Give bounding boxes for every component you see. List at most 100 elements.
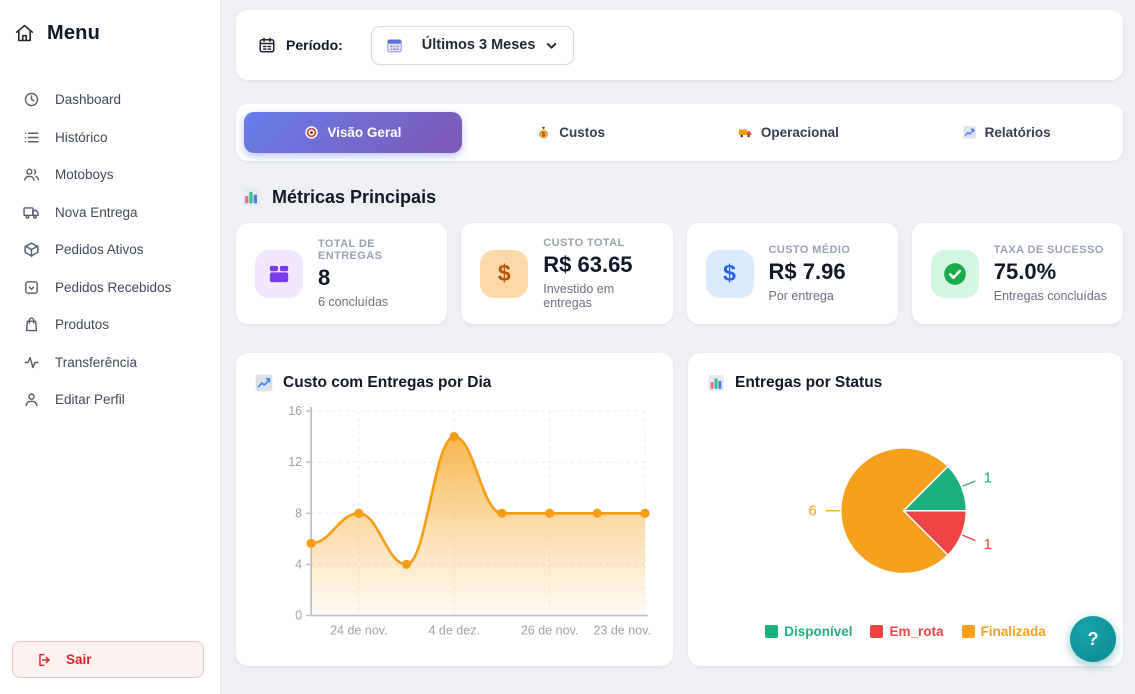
sidebar-item-transferencia[interactable]: Transferência (0, 344, 220, 382)
delivery-truck-icon (738, 125, 753, 140)
svg-text:6: 6 (808, 503, 816, 520)
truck-icon (23, 204, 40, 221)
sidebar-item-label: Pedidos Recebidos (55, 279, 172, 295)
user-icon (23, 391, 40, 408)
logout-button[interactable]: Sair (12, 641, 204, 678)
metric-label: TAXA DE SUCESSO (993, 243, 1104, 256)
metric-card-total-entregas: TOTAL DE ENTREGAS 8 6 concluídas (236, 223, 448, 324)
metrics-header: Métricas Principais (240, 184, 1123, 210)
sidebar: Menu Dashboard Histórico Motoboys Nova E… (0, 0, 221, 694)
logout-label: Sair (66, 652, 92, 667)
svg-text:23 de nov.: 23 de nov. (593, 624, 651, 638)
svg-text:1: 1 (984, 469, 992, 486)
menu-title: Menu (47, 22, 101, 44)
metric-subtitle: Investido em entregas (543, 282, 615, 311)
shopping-bag-icon (23, 316, 40, 333)
legend-item-finalizada[interactable]: Finalizada (961, 624, 1046, 640)
main-content: Período: Últimos 3 Meses Visão Geral $ C… (221, 0, 1135, 694)
legend-item-disponivel[interactable]: Disponível (765, 624, 852, 639)
money-bag-icon: $ (536, 125, 551, 140)
tab-relatorios[interactable]: Relatórios (897, 112, 1115, 153)
sidebar-item-motoboys[interactable]: Motoboys (0, 156, 220, 194)
period-selected-value: Últimos 3 Meses (421, 37, 536, 53)
svg-text:$: $ (542, 132, 546, 139)
chart-up-icon (254, 373, 274, 393)
metric-subtitle: Entregas concluídas (993, 289, 1108, 304)
section-title: Métricas Principais (272, 186, 437, 207)
pie-chart-card: Entregas por Status 1 1 6 Disponível Em_ro… (688, 353, 1123, 666)
chart-up-icon (962, 125, 977, 140)
line-chart-title: Custo com Entregas por Dia (254, 371, 655, 395)
metric-value: R$ 7.96 (768, 258, 846, 284)
period-select[interactable]: Últimos 3 Meses (370, 25, 575, 65)
tab-custos[interactable]: $ Custos (462, 112, 680, 153)
line-chart[interactable]: 0 4 8 12 16 24 de nov. 4 de dez. 26 de nov. 23 d… (254, 399, 655, 652)
inbox-icon (23, 279, 40, 296)
tab-operacional[interactable]: Operacional (680, 112, 898, 153)
sidebar-item-pedidos-ativos[interactable]: Pedidos Ativos (0, 231, 220, 269)
dollar-icon: $ (705, 249, 754, 298)
metric-cards: TOTAL DE ENTREGAS 8 6 concluídas $ CUSTO… (236, 223, 1123, 324)
home-icon (14, 23, 35, 44)
metric-card-taxa-sucesso: TAXA DE SUCESSO 75.0% Entregas concluída… (911, 223, 1123, 324)
clock-icon (23, 91, 40, 108)
svg-text:0: 0 (295, 609, 302, 623)
metric-label: CUSTO TOTAL (543, 236, 625, 249)
svg-text:4 de dez.: 4 de dez. (428, 624, 480, 638)
metric-value: R$ 63.65 (543, 251, 633, 277)
svg-text:12: 12 (288, 455, 302, 469)
pie-chart-title: Entregas por Status (706, 371, 1105, 395)
chart-title-text: Custo com Entregas por Dia (283, 374, 492, 391)
sidebar-item-nova-entrega[interactable]: Nova Entrega (0, 194, 220, 232)
sidebar-item-dashboard[interactable]: Dashboard (0, 81, 220, 119)
tab-label: Relatórios (984, 125, 1051, 140)
tab-label: Visão Geral (327, 125, 402, 140)
sidebar-item-editar-perfil[interactable]: Editar Perfil (0, 381, 220, 419)
line-chart-card: Custo com Entregas por Dia 0 4 8 12 16 24 de … (236, 353, 673, 666)
svg-text:26 de nov.: 26 de nov. (521, 624, 579, 638)
sidebar-item-label: Dashboard (55, 92, 122, 108)
sidebar-item-label: Motoboys (55, 167, 114, 183)
users-icon (23, 166, 40, 183)
svg-text:24 de nov.: 24 de nov. (330, 624, 388, 638)
legend-label: Em_rota (889, 624, 944, 640)
pie-legend: Disponível Em_rota Finalizada (706, 624, 1105, 639)
sidebar-item-label: Produtos (55, 317, 110, 333)
svg-text:8: 8 (295, 506, 302, 520)
metric-label: TOTAL DE ENTREGAS (318, 237, 383, 262)
metric-value: 75.0% (993, 258, 1057, 284)
metric-label: CUSTO MÉDIO (768, 243, 851, 256)
chart-title-text: Entregas por Status (735, 374, 883, 391)
metric-subtitle: Por entrega (768, 289, 834, 304)
metric-card-custo-total: $ CUSTO TOTAL R$ 63.65 Investido em entr… (461, 223, 673, 324)
logout-icon (37, 652, 53, 668)
sidebar-item-historico[interactable]: Histórico (0, 119, 220, 157)
chevron-down-icon (544, 38, 559, 53)
metric-value: 8 (318, 264, 331, 290)
tab-label: Custos (559, 125, 605, 140)
legend-swatch (870, 625, 884, 639)
legend-label: Disponível (784, 624, 853, 640)
period-bar: Período: Últimos 3 Meses (236, 10, 1123, 80)
legend-swatch (961, 625, 975, 639)
sidebar-item-label: Editar Perfil (55, 392, 125, 408)
legend-swatch (765, 625, 779, 639)
help-button[interactable]: ? (1070, 616, 1116, 662)
charts-row: Custo com Entregas por Dia 0 4 8 12 16 24 de … (236, 353, 1123, 666)
dollar-icon: $ (480, 249, 529, 298)
metric-card-custo-medio: $ CUSTO MÉDIO R$ 7.96 Por entrega (686, 223, 898, 324)
legend-item-em-rota[interactable]: Em_rota (870, 624, 944, 640)
legend-label: Finalizada (980, 624, 1046, 640)
target-icon (304, 125, 319, 140)
menu-header: Menu (0, 0, 220, 51)
sidebar-item-pedidos-recebidos[interactable]: Pedidos Recebidos (0, 269, 220, 307)
tab-visao-geral[interactable]: Visão Geral (244, 112, 462, 153)
svg-text:1: 1 (984, 536, 992, 553)
list-icon (23, 129, 40, 146)
check-circle-icon (930, 249, 979, 298)
pie-chart[interactable]: 1 1 6 (706, 399, 1105, 622)
sidebar-item-label: Transferência (55, 354, 138, 370)
sidebar-item-produtos[interactable]: Produtos (0, 306, 220, 344)
metric-subtitle: 6 concluídas (318, 295, 389, 310)
period-label: Período: (286, 37, 343, 53)
